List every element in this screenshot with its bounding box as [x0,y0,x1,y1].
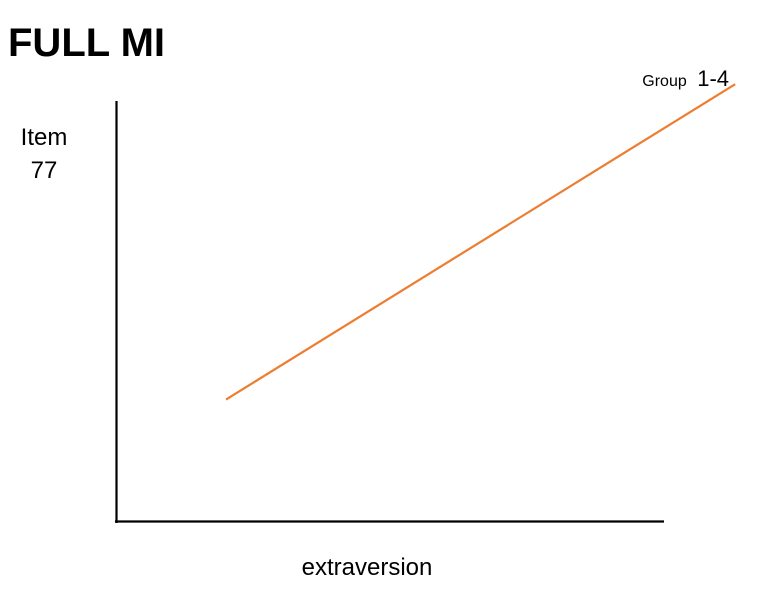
y-axis-label-line-2: 77 [31,157,58,184]
chart-title: FULL MI [8,21,165,65]
series-line-group-1-4 [225,83,736,401]
x-axis-label: extraversion [302,554,433,581]
y-axis-label-line-1: Item [21,124,68,151]
legend-label-group-1-4: Group 1-4 [642,66,729,91]
